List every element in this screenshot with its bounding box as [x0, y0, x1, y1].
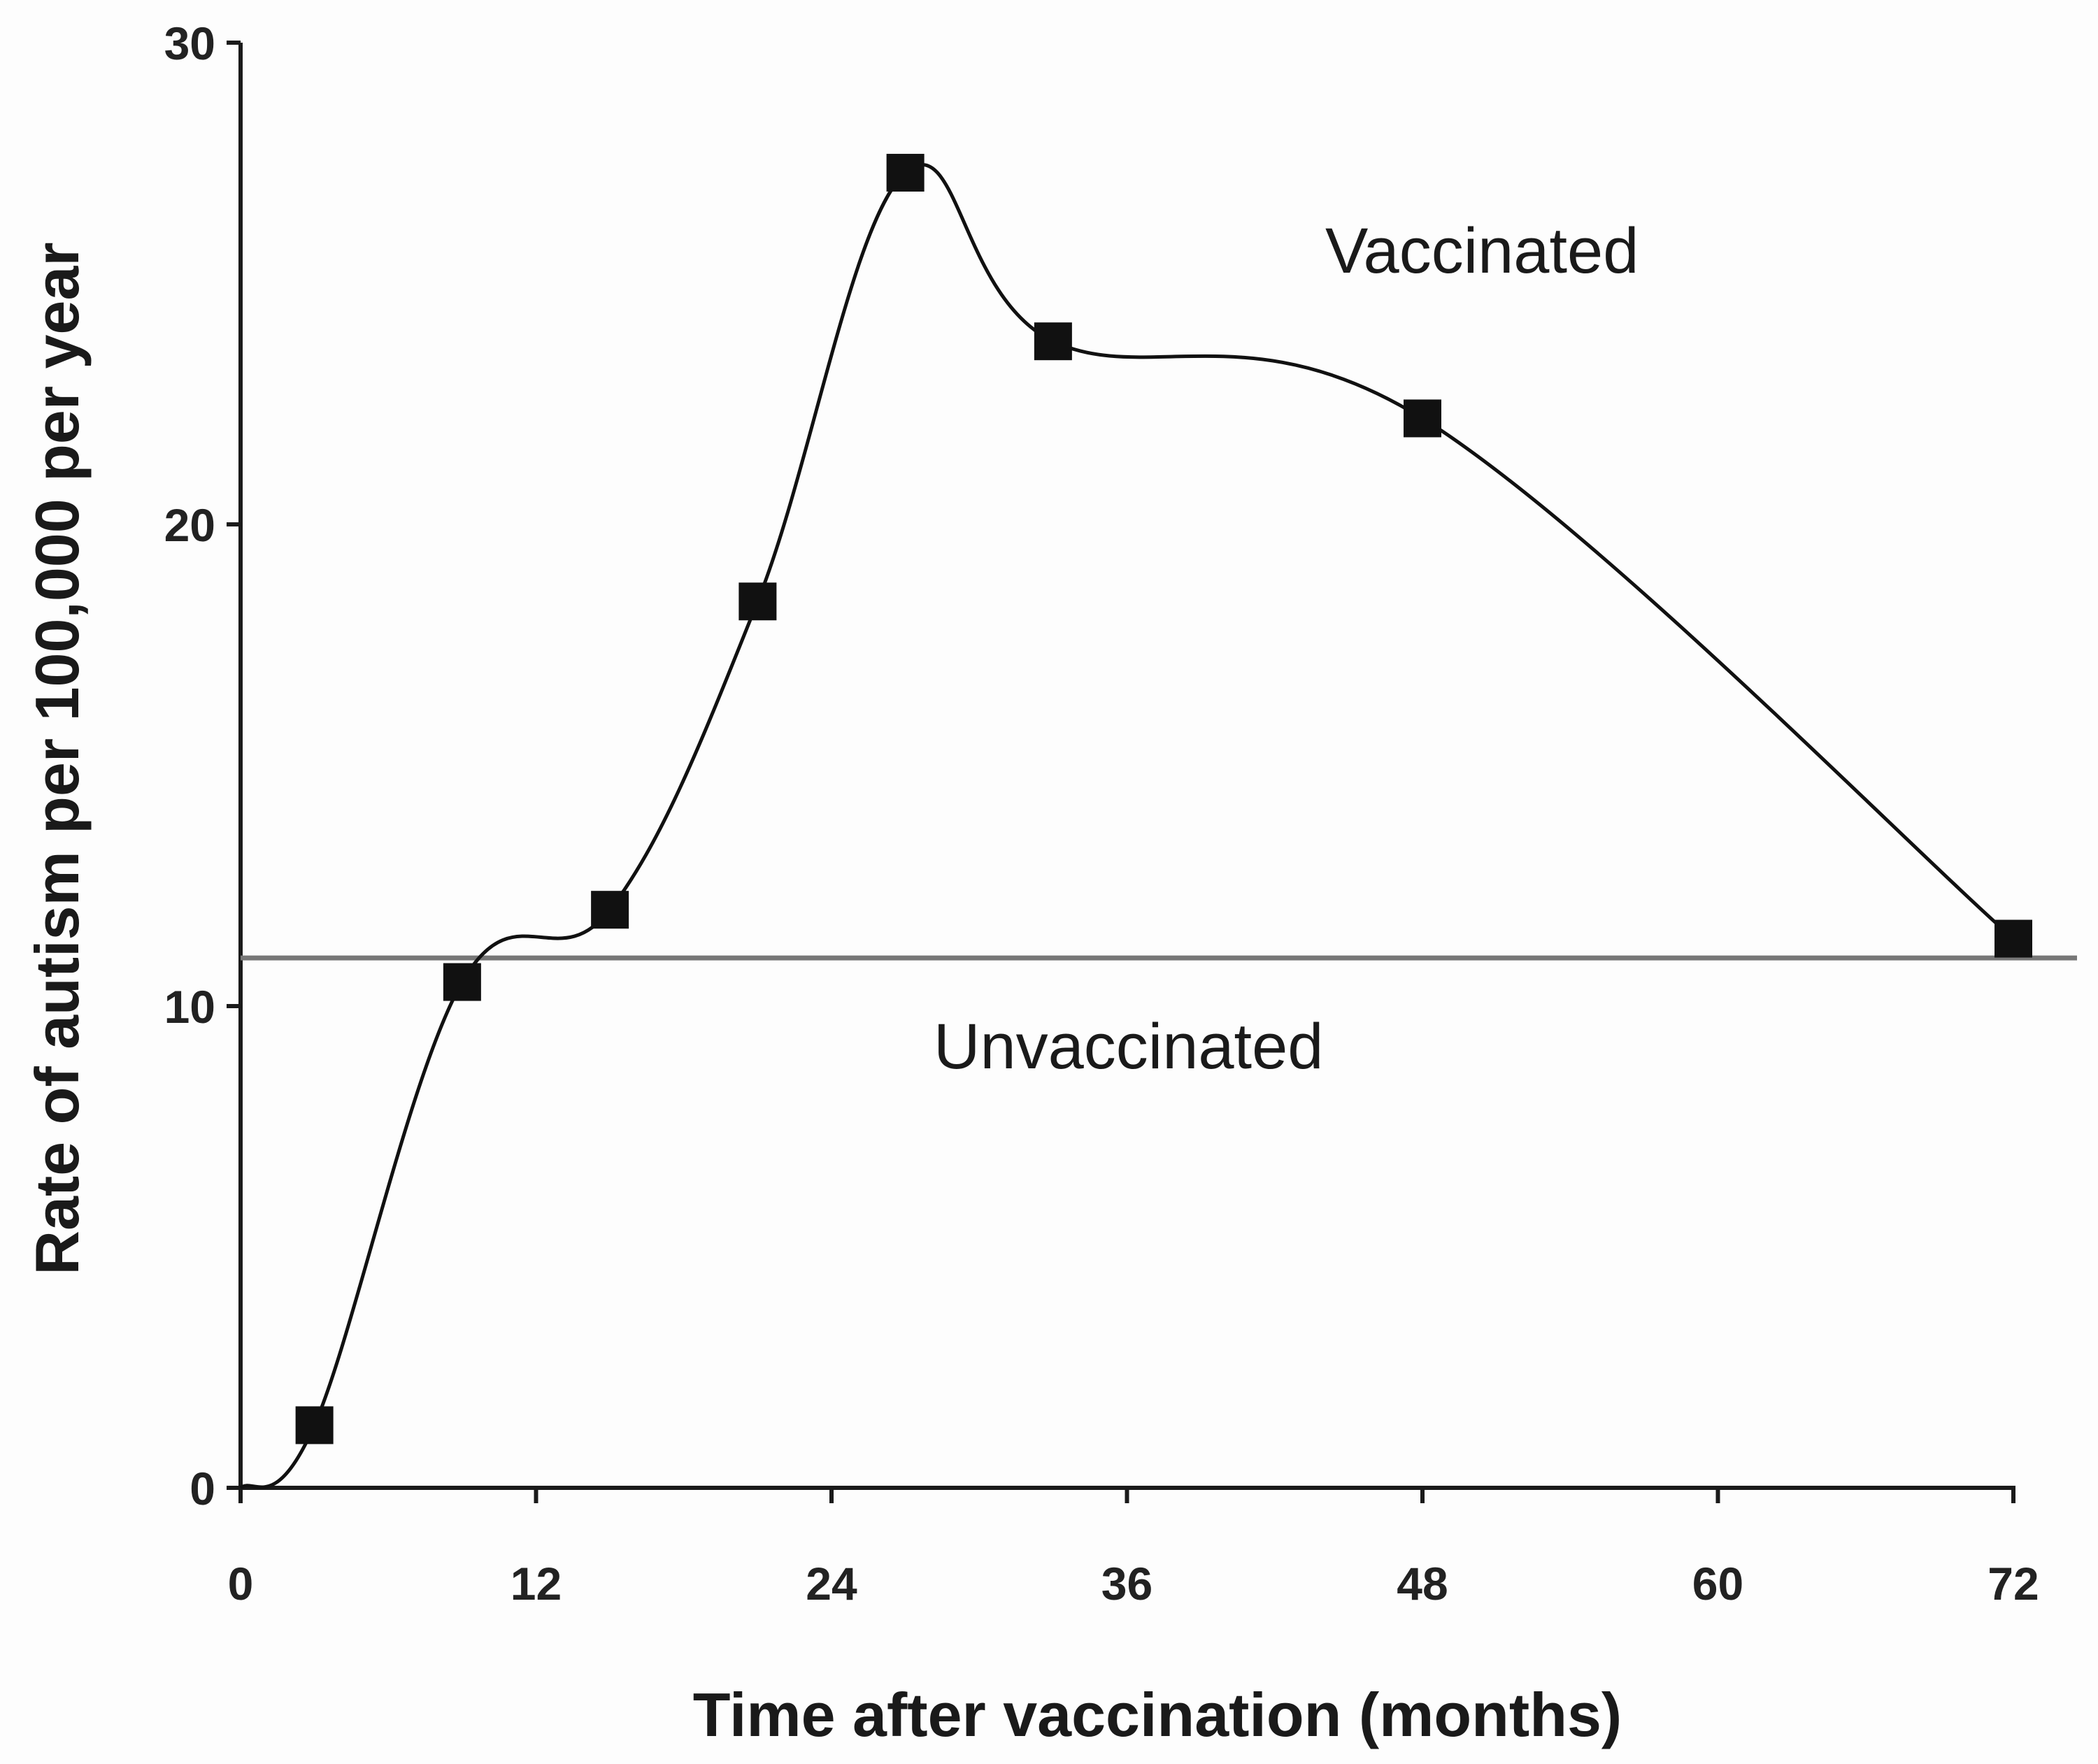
vaccinated-series-markers: [295, 154, 2032, 1444]
data-point-marker: [295, 1406, 334, 1444]
y-tick-label: 10: [164, 981, 215, 1033]
x-tick-label: 72: [1988, 1558, 2039, 1609]
x-tick-label: 24: [806, 1558, 857, 1609]
vaccinated-series-line: [239, 163, 2015, 1490]
y-tick-label: 20: [164, 499, 215, 551]
x-tick-label: 0: [228, 1558, 254, 1609]
data-point-marker: [1404, 399, 1441, 438]
vaccinated-label: Vaccinated: [1325, 215, 1639, 287]
data-point-marker: [443, 963, 481, 1001]
y-axis-ticks: 0 10 20 30: [164, 17, 241, 1514]
x-tick-label: 60: [1692, 1558, 1743, 1609]
y-axis-title: Rate of autism per 100,000 per year: [22, 242, 92, 1275]
y-tick-label: 0: [190, 1463, 215, 1514]
y-tick-label: 30: [164, 17, 215, 69]
data-point-marker: [591, 891, 629, 929]
x-tick-label: 36: [1101, 1558, 1153, 1609]
unvaccinated-label: Unvaccinated: [934, 1011, 1323, 1082]
x-tick-label: 48: [1397, 1558, 1448, 1609]
data-point-marker: [1994, 919, 2032, 958]
data-point-marker: [886, 154, 925, 192]
data-point-marker: [738, 582, 777, 621]
data-point-marker: [1034, 322, 1072, 361]
x-tick-label: 12: [511, 1558, 562, 1609]
x-axis-ticks: 0 12 24 36 48 60 72: [228, 1488, 2039, 1609]
x-axis-title: Time after vaccination (months): [693, 1680, 1622, 1749]
